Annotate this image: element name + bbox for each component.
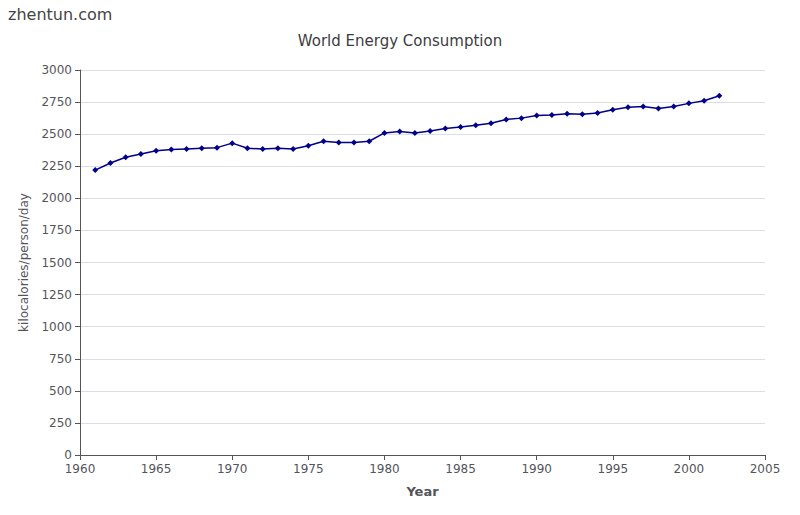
- svg-text:1995: 1995: [598, 462, 629, 476]
- svg-text:1985: 1985: [445, 462, 476, 476]
- svg-text:1975: 1975: [293, 462, 324, 476]
- svg-text:2000: 2000: [674, 462, 705, 476]
- svg-text:1250: 1250: [41, 288, 72, 302]
- svg-text:2500: 2500: [41, 127, 72, 141]
- svg-text:kilocalories/person/day: kilocalories/person/day: [17, 193, 31, 332]
- svg-text:1500: 1500: [41, 256, 72, 270]
- svg-text:2005: 2005: [750, 462, 781, 476]
- svg-text:500: 500: [49, 384, 72, 398]
- svg-text:2250: 2250: [41, 159, 72, 173]
- svg-text:2750: 2750: [41, 95, 72, 109]
- svg-text:3000: 3000: [41, 63, 72, 77]
- svg-text:1965: 1965: [141, 462, 172, 476]
- svg-text:Year: Year: [405, 484, 439, 499]
- svg-text:2000: 2000: [41, 191, 72, 205]
- svg-text:750: 750: [49, 352, 72, 366]
- svg-text:1990: 1990: [521, 462, 552, 476]
- svg-text:0: 0: [64, 448, 72, 462]
- svg-text:World Energy Consumption: World Energy Consumption: [298, 32, 502, 50]
- svg-text:250: 250: [49, 416, 72, 430]
- svg-text:1980: 1980: [369, 462, 400, 476]
- svg-text:1750: 1750: [41, 223, 72, 237]
- svg-text:1000: 1000: [41, 320, 72, 334]
- svg-text:1970: 1970: [217, 462, 248, 476]
- svg-text:zhentun.com: zhentun.com: [8, 5, 112, 24]
- svg-text:1960: 1960: [65, 462, 96, 476]
